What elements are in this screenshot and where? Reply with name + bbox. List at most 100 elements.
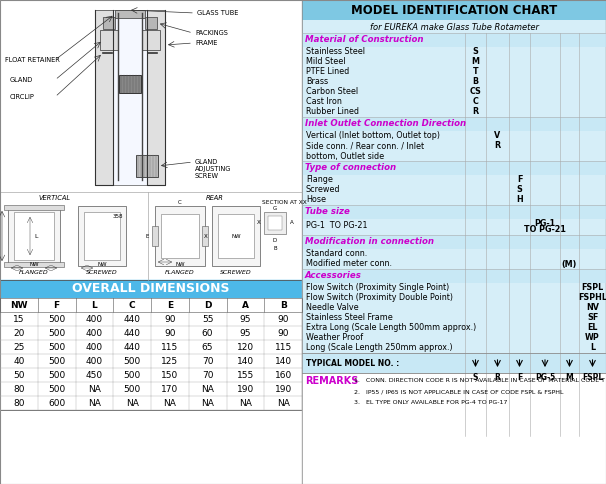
Bar (302, 0, 606, 484)
Text: 400: 400 (86, 315, 103, 323)
Text: 440: 440 (124, 343, 141, 351)
Text: 15: 15 (13, 315, 25, 323)
Text: Accessories: Accessories (305, 272, 362, 281)
Text: Rubber Lined: Rubber Lined (306, 107, 359, 117)
Text: 400: 400 (86, 343, 103, 351)
Bar (161, 214, 199, 258)
Text: D: D (273, 238, 277, 242)
Text: C: C (473, 97, 479, 106)
Text: 440: 440 (124, 315, 141, 323)
Bar (0, 368, 302, 382)
Text: NA: NA (125, 398, 139, 408)
Text: X: X (257, 221, 261, 226)
Bar (0, 396, 302, 410)
Text: Type of connection: Type of connection (305, 164, 396, 172)
Bar (142, 30, 160, 50)
Text: ADJUSTING: ADJUSTING (195, 166, 231, 172)
Text: L: L (92, 301, 97, 309)
Text: Tube size: Tube size (305, 208, 350, 216)
Text: NA: NA (88, 398, 101, 408)
Text: Material of Construction: Material of Construction (305, 35, 424, 45)
Text: 115: 115 (275, 343, 291, 351)
Text: Flow Switch (Proximity Double Point): Flow Switch (Proximity Double Point) (306, 293, 453, 302)
Text: NA: NA (201, 398, 214, 408)
Text: TYPICAL MODEL NO. :: TYPICAL MODEL NO. : (306, 359, 399, 367)
Text: 140: 140 (275, 357, 291, 365)
Text: 70: 70 (202, 357, 213, 365)
Bar (8, 206, 60, 266)
Text: SCREWED: SCREWED (220, 270, 252, 274)
Bar (115, 10, 145, 18)
Bar (100, 30, 118, 50)
Text: Needle Valve: Needle Valve (306, 303, 359, 313)
Text: E: E (167, 301, 173, 309)
Text: PG-1  TO PG-21: PG-1 TO PG-21 (306, 222, 367, 230)
Bar (147, 10, 165, 185)
Bar (0, 312, 302, 326)
Text: 80: 80 (13, 384, 25, 393)
Text: F: F (517, 373, 522, 381)
Text: Weather Proof: Weather Proof (306, 333, 363, 343)
Text: V: V (494, 132, 501, 140)
Text: GLAND: GLAND (195, 159, 218, 165)
Text: 400: 400 (86, 357, 103, 365)
Text: NW: NW (231, 233, 241, 239)
Text: 140: 140 (237, 357, 254, 365)
Text: Extra Long (Scale Length 500mm approx.): Extra Long (Scale Length 500mm approx.) (306, 323, 476, 333)
Text: 170: 170 (161, 384, 179, 393)
Text: NA: NA (201, 384, 214, 393)
Text: 600: 600 (48, 398, 65, 408)
Text: WP: WP (585, 333, 600, 343)
Text: S: S (516, 185, 522, 195)
Text: Flow Switch (Proximity Single Point): Flow Switch (Proximity Single Point) (306, 284, 449, 292)
Text: NW: NW (29, 261, 39, 267)
Text: FLANGED: FLANGED (19, 270, 49, 274)
Text: B: B (280, 301, 287, 309)
Text: 440: 440 (124, 329, 141, 337)
Text: R: R (494, 141, 501, 151)
Text: 1.   CONN. DIRECTION CODE R IS NOT AVAILABLE IN CASE OF MATERIAL CODE T & R: 1. CONN. DIRECTION CODE R IS NOT AVAILAB… (354, 378, 606, 383)
Text: NW: NW (10, 301, 28, 309)
Text: G: G (273, 206, 277, 211)
Bar (4, 262, 64, 267)
Text: T: T (473, 67, 478, 76)
Bar (202, 226, 208, 246)
Text: NW: NW (175, 261, 185, 267)
Text: 400: 400 (86, 329, 103, 337)
Bar (0, 192, 302, 280)
Text: NA: NA (88, 384, 101, 393)
Text: L: L (35, 233, 38, 239)
Text: PTFE Lined: PTFE Lined (306, 67, 349, 76)
Text: (M): (M) (562, 259, 577, 269)
Text: Carbon Steel: Carbon Steel (306, 88, 358, 96)
Bar (78, 206, 126, 266)
Text: 90: 90 (278, 329, 289, 337)
Text: FLOAT RETAINER: FLOAT RETAINER (5, 57, 60, 63)
Text: 2.   IP55 / IP65 IS NOT APPLICABLE IN CASE OF CODE FSPL & FSPHL: 2. IP55 / IP65 IS NOT APPLICABLE IN CASE… (354, 390, 564, 394)
Text: 120: 120 (237, 343, 254, 351)
Text: REAR: REAR (206, 195, 224, 201)
Bar (302, 0, 606, 20)
Text: F: F (53, 301, 59, 309)
Text: 190: 190 (275, 384, 291, 393)
Bar (119, 75, 141, 93)
Text: 95: 95 (239, 329, 251, 337)
Bar (264, 212, 286, 234)
Text: B: B (473, 77, 479, 87)
Text: Modification in connection: Modification in connection (305, 238, 434, 246)
Bar (302, 353, 606, 373)
Text: Brass: Brass (306, 77, 328, 87)
Text: 500: 500 (48, 370, 65, 379)
Text: 500: 500 (124, 384, 141, 393)
Text: 358: 358 (113, 213, 123, 218)
Text: X: X (204, 233, 208, 239)
Text: 40: 40 (13, 357, 25, 365)
Bar (302, 33, 606, 47)
Text: R: R (473, 107, 479, 117)
Text: 500: 500 (124, 370, 141, 379)
Bar (152, 226, 158, 246)
Text: 500: 500 (48, 329, 65, 337)
Text: 90: 90 (164, 315, 176, 323)
Text: PG-5: PG-5 (535, 373, 555, 381)
Text: M: M (471, 58, 479, 66)
